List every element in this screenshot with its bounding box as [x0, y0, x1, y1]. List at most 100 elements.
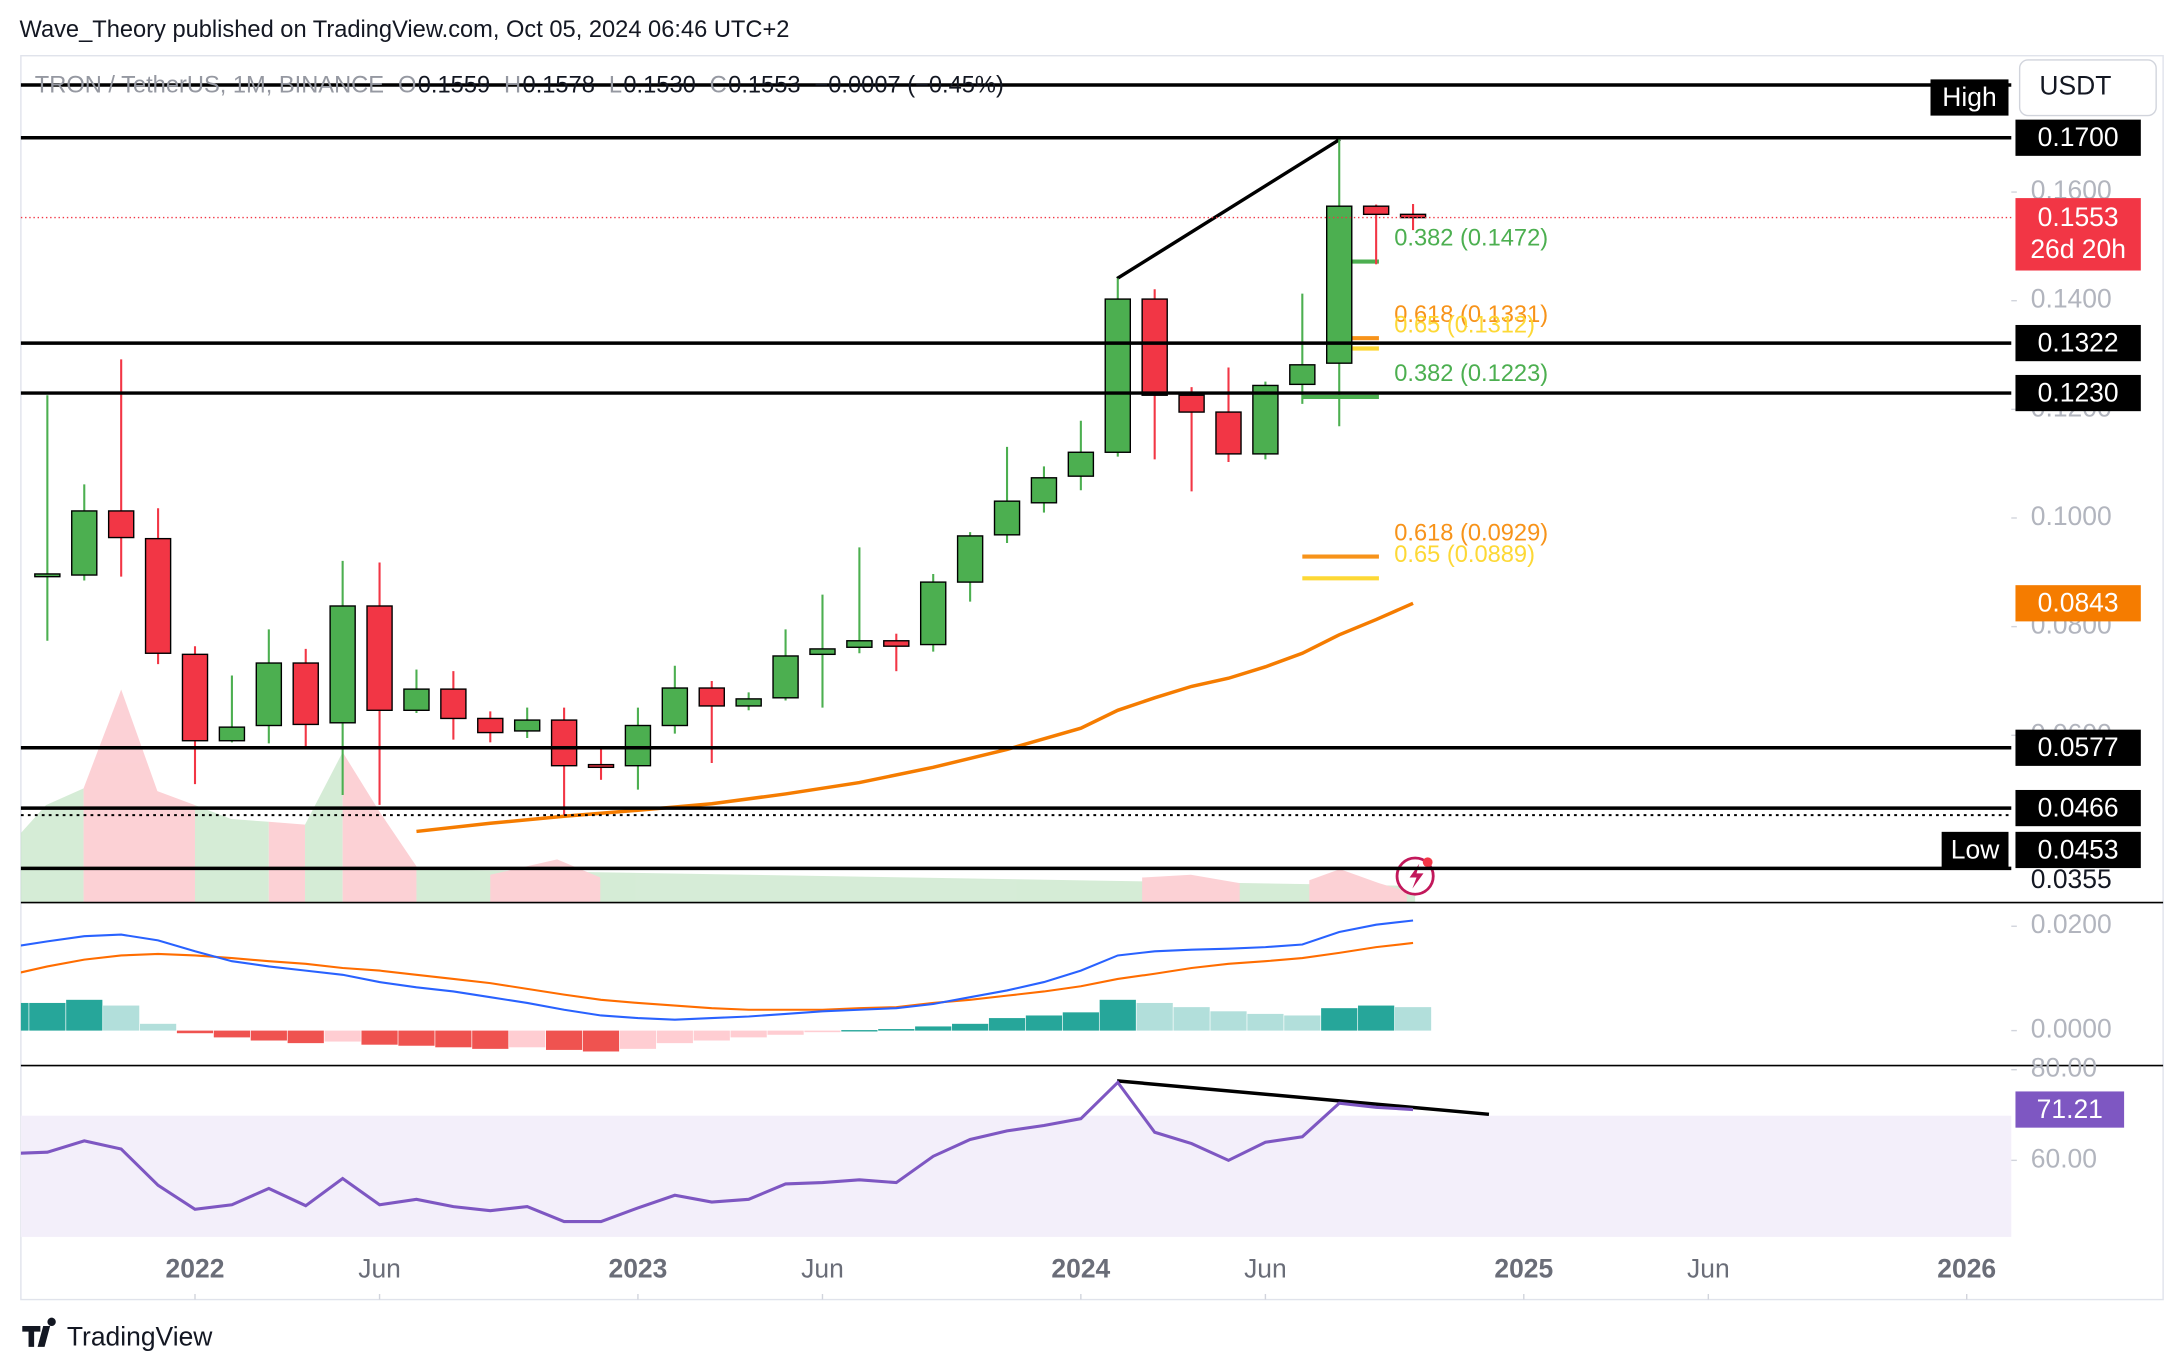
macd-histogram-bar [582, 1030, 620, 1052]
candle-body [1252, 384, 1279, 455]
candle-body [255, 662, 283, 727]
brand-logo [22, 1317, 56, 1347]
low-level-label-text: 0.0453 [2038, 834, 2119, 864]
macd-histogram-bar [693, 1030, 730, 1041]
level-label-text: 0.1230 [2038, 377, 2119, 407]
candle-body [329, 605, 356, 724]
fib-label: 0.618 (0.0929) [1394, 521, 1548, 547]
x-tick-label: 2022 [166, 1253, 225, 1283]
rsi-band [20, 1115, 2012, 1237]
macd-histogram-bar [1099, 999, 1136, 1031]
currency-button[interactable] [2018, 59, 2157, 117]
x-tick-label: Jun [358, 1253, 401, 1283]
bottom-level-label: 0.0355 [2031, 864, 2112, 894]
volume-area [342, 752, 417, 903]
currency[interactable]: USDT [2039, 71, 2111, 101]
volume-area [195, 805, 269, 903]
candle-body [292, 662, 319, 726]
rsi-line [20, 1080, 1414, 1224]
legend-text: L [609, 73, 622, 99]
macd-histogram-bar [1394, 1007, 1432, 1031]
macd-histogram-bar [213, 1030, 251, 1038]
fib-label: 0.382 (0.1223) [1394, 361, 1548, 387]
x-tick-label: Jun [1687, 1253, 1730, 1283]
x-tick-label: Jun [801, 1253, 844, 1283]
volume-area [490, 859, 601, 903]
x-tick-label: 2026 [1937, 1253, 1996, 1283]
high-tag-box [1930, 79, 2009, 116]
candle-body [477, 717, 504, 734]
low-level-label-box [2015, 831, 2141, 869]
y-tick-label: 0.1000 [2031, 501, 2112, 531]
macd-y-tick-label: 0.0200 [2031, 909, 2112, 939]
x-tick-label: 2023 [608, 1253, 667, 1283]
candle-body [846, 640, 873, 648]
candle-body [1104, 298, 1131, 453]
volume-area [1309, 869, 1407, 903]
macd-histogram-bar [435, 1030, 472, 1048]
candle-body [181, 653, 209, 742]
candle-body [1362, 205, 1390, 216]
candle-body [1178, 394, 1205, 413]
macd-histogram-bar [1062, 1012, 1099, 1031]
volume-area [20, 788, 84, 903]
legend-text: TRON / TetherUS, 1M, BINANCE [35, 73, 384, 99]
macd-histogram-bar [1321, 1008, 1358, 1031]
legend-text: C [710, 73, 727, 99]
candle-body [698, 687, 725, 707]
candle-body [993, 500, 1021, 536]
macd-histogram-bar [250, 1030, 287, 1041]
level-label-text: 0.0577 [2038, 732, 2119, 762]
candle-body [772, 655, 799, 699]
high-tag: High [1942, 82, 1996, 112]
macd-histogram-bar [139, 1023, 177, 1031]
candle-body [366, 605, 393, 711]
candle-body [403, 688, 430, 711]
volume-area [305, 752, 343, 903]
candle-body [661, 687, 689, 727]
signal-line [20, 941, 1414, 1011]
candle-body [735, 698, 762, 707]
x-tick-label: 2024 [1051, 1253, 1110, 1283]
legend-text: −0.0007 (−0.45%) [814, 73, 1003, 99]
candle-body [1030, 477, 1058, 504]
current-price-box [2015, 198, 2141, 271]
macd-histogram-bar [20, 1002, 29, 1031]
fib-label: 0.618 (0.1331) [1394, 302, 1548, 328]
macd-histogram-bar [730, 1030, 767, 1038]
brand: TradingView [67, 1322, 213, 1352]
macd-histogram-bar [472, 1030, 509, 1049]
macd-histogram-bar [1136, 1002, 1173, 1031]
y-tick-label: 0.1400 [2031, 284, 2112, 314]
level-label-text: 0.1700 [2038, 122, 2119, 152]
macd-histogram-bar [952, 1023, 989, 1031]
candle-body [1289, 364, 1316, 386]
event-dot [1422, 857, 1433, 868]
candle-body [513, 719, 541, 732]
rsi-value-box [2015, 1091, 2125, 1128]
macd-histogram-bar [361, 1030, 398, 1045]
volume-area [268, 821, 306, 903]
trend-line [1116, 137, 1341, 281]
level-label-box [2015, 729, 2141, 766]
macd-histogram-bar [619, 1030, 657, 1049]
volume-area [83, 689, 195, 903]
macd-histogram-bar [509, 1030, 546, 1048]
macd-histogram-bar [1284, 1015, 1321, 1031]
low-tag: Low [1951, 834, 2000, 864]
macd-histogram-bar [103, 1005, 140, 1031]
macd-histogram-bar [915, 1026, 952, 1031]
chart-frame [20, 55, 2164, 1301]
low-tag-box [1941, 831, 2009, 869]
candle-body [919, 581, 947, 646]
level-label-text: 0.0466 [2038, 792, 2119, 822]
candle-body [1326, 205, 1353, 364]
macd-histogram-bar [1210, 1011, 1247, 1031]
candle-body [71, 510, 98, 576]
candle-body [956, 535, 984, 583]
volume-overlay [20, 689, 1416, 903]
ema-line [416, 601, 1414, 834]
macd-histogram-bar [988, 1018, 1026, 1031]
rsi-y-tick-label: 60.00 [2031, 1143, 2097, 1173]
ema-label-box [2015, 585, 2141, 622]
